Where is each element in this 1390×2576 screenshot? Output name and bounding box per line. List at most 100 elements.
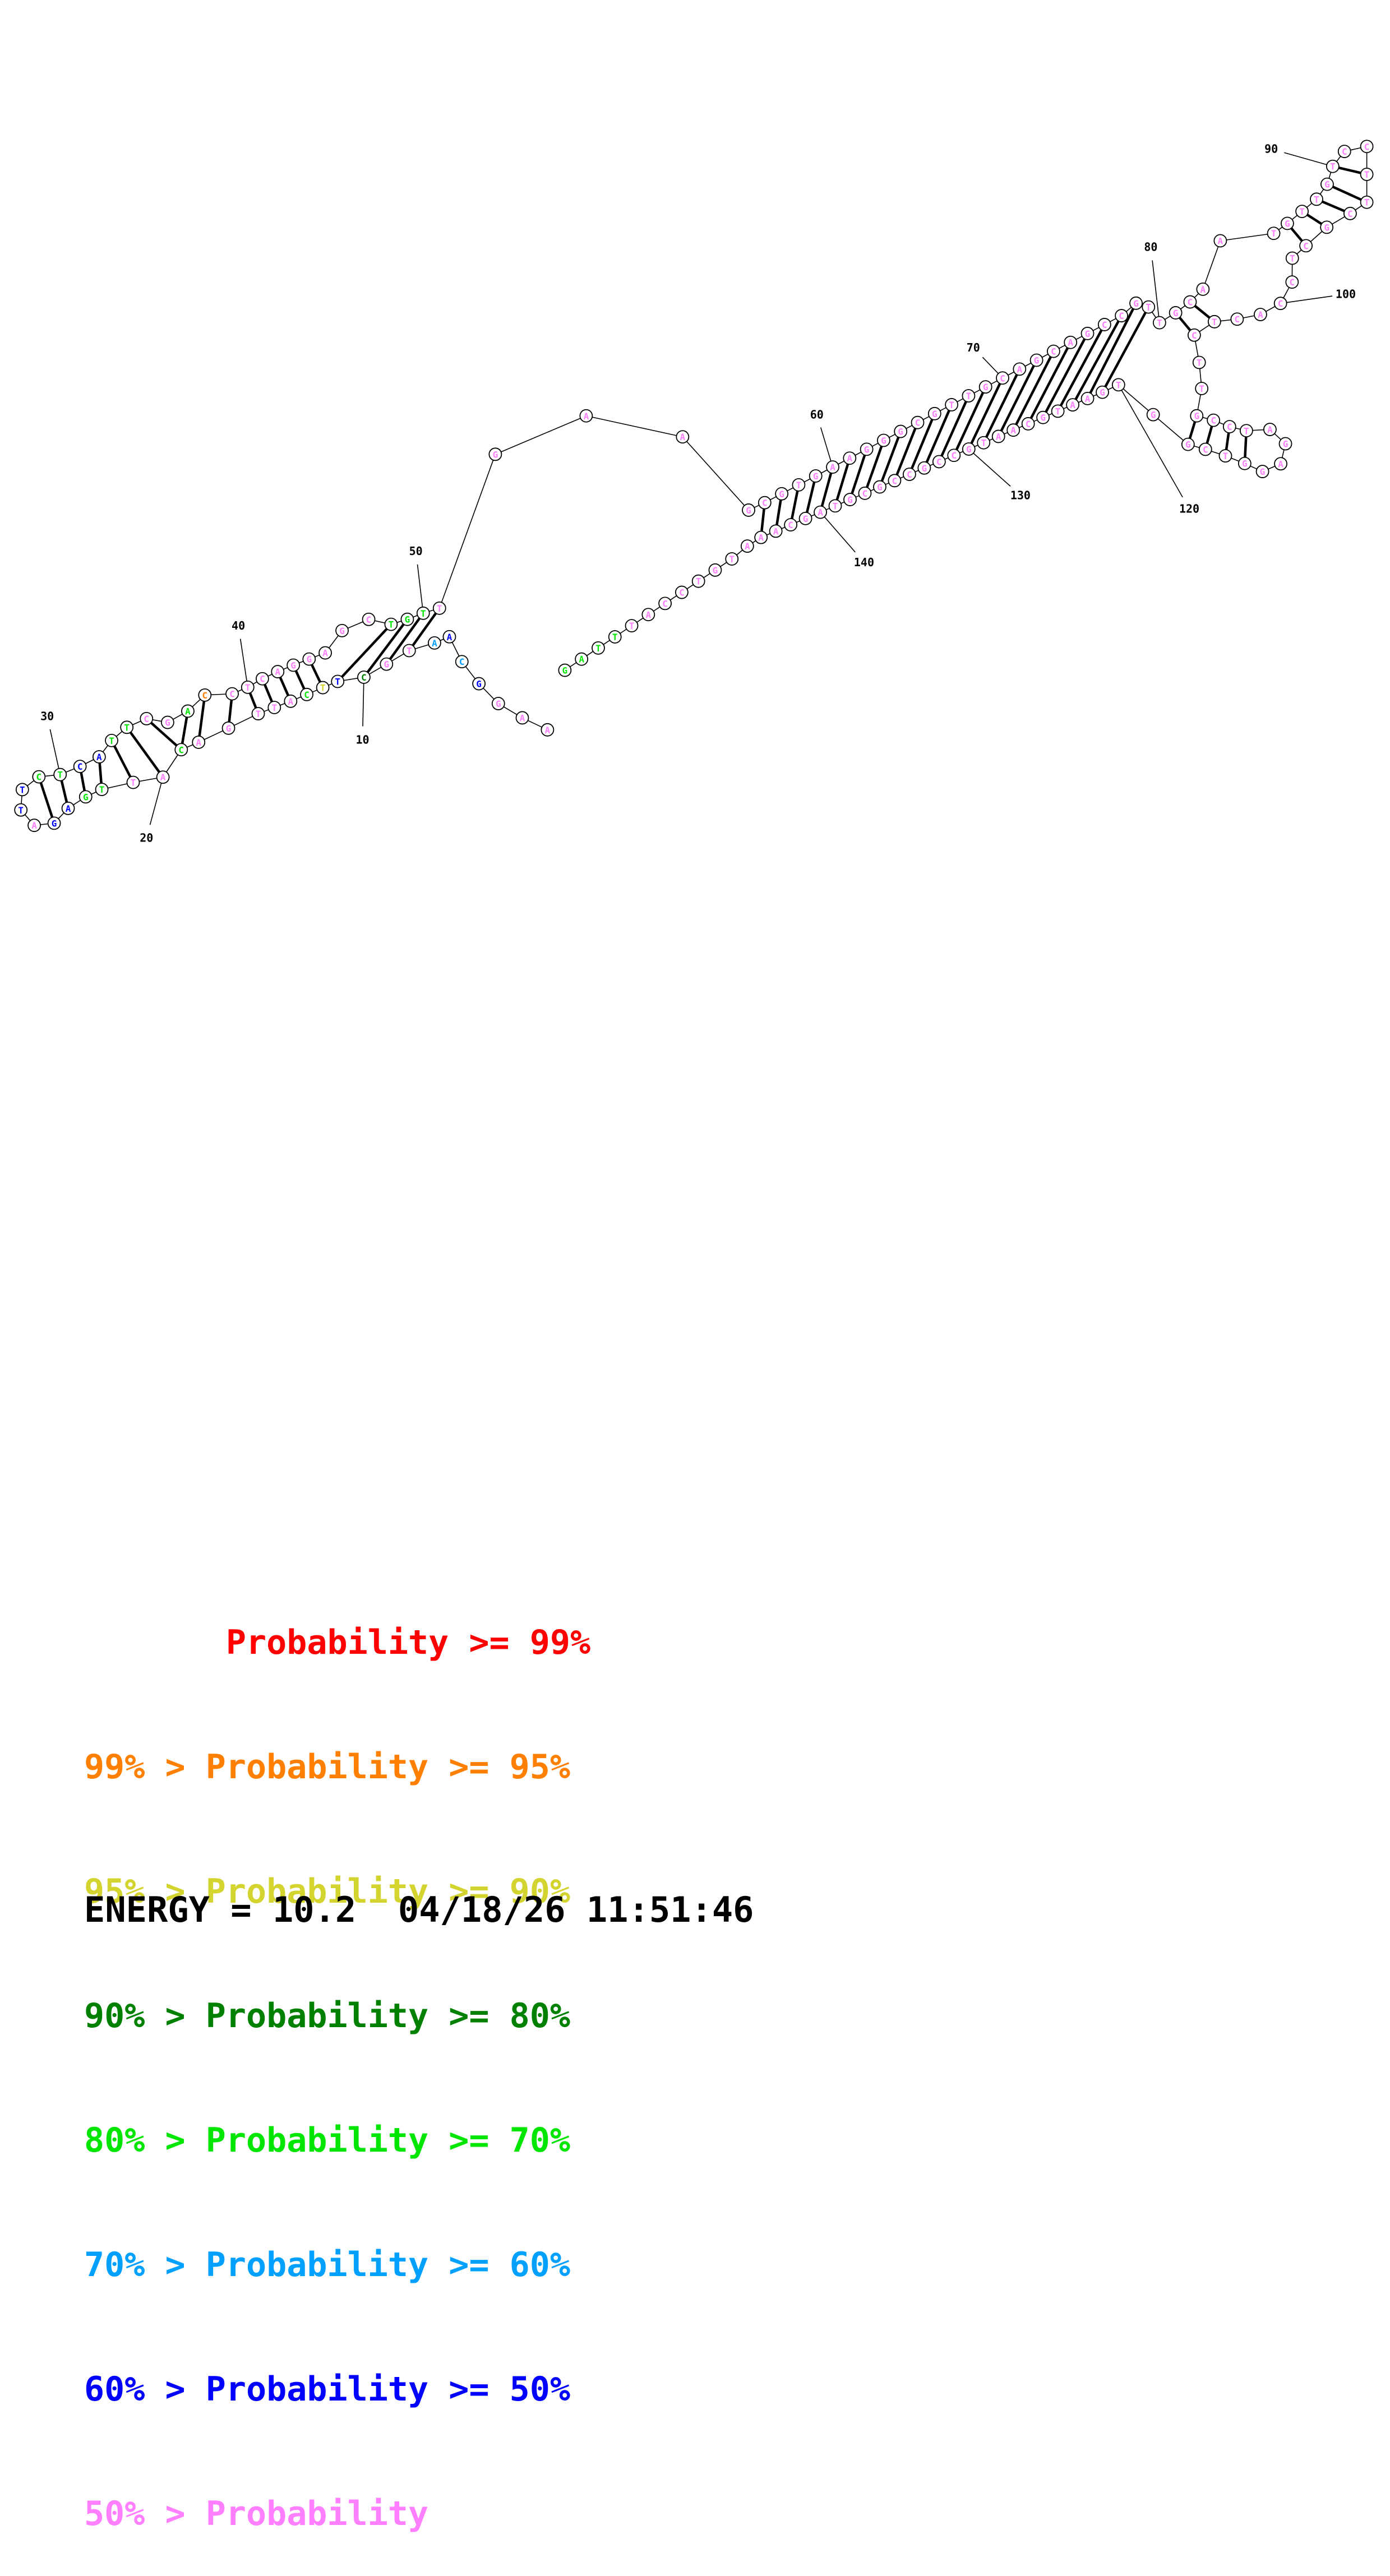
nucleotide-letter: G bbox=[165, 718, 170, 728]
nucleotide-letter: C bbox=[862, 488, 868, 499]
nucleotide-letter: T bbox=[1314, 194, 1319, 205]
position-label: 70 bbox=[967, 341, 980, 354]
nucleotide: T bbox=[331, 675, 344, 687]
nucleotide-letter: T bbox=[57, 770, 63, 780]
position-label: 120 bbox=[1179, 502, 1199, 516]
nucleotide-letter: A bbox=[584, 411, 589, 422]
nucleotide: G bbox=[844, 493, 856, 506]
nucleotide-letter: C bbox=[915, 418, 921, 428]
nucleotide-letter: C bbox=[1235, 314, 1240, 325]
nucleotide-letter: C bbox=[679, 588, 685, 598]
nucleotide: C bbox=[198, 689, 211, 701]
nucleotide-letter: C bbox=[36, 772, 42, 783]
nucleotide: C bbox=[888, 474, 901, 487]
base-pair-bond bbox=[39, 777, 54, 824]
backbone-segment bbox=[1220, 233, 1273, 241]
nucleotide-letter: T bbox=[271, 702, 277, 713]
nucleotide: A bbox=[1254, 308, 1267, 321]
nucleotide: T bbox=[1240, 424, 1253, 437]
nucleotide-letter: T bbox=[245, 682, 251, 693]
nucleotide-letter: A bbox=[1085, 394, 1091, 404]
nucleotide: T bbox=[417, 607, 430, 619]
nucleotide: T bbox=[1208, 316, 1221, 328]
base-pair-bond bbox=[1088, 303, 1137, 399]
nucleotide: T bbox=[726, 553, 738, 565]
nucleotide: T bbox=[962, 390, 975, 402]
nucleotide-letter: C bbox=[229, 689, 235, 700]
nucleotide-letter: T bbox=[124, 722, 130, 733]
nucleotide: T bbox=[1112, 378, 1125, 391]
nucleotide: A bbox=[755, 531, 767, 544]
nucleotide: T bbox=[54, 769, 66, 781]
nucleotide-letter: G bbox=[983, 382, 989, 392]
nucleotide: G bbox=[48, 817, 61, 829]
nucleotide-letter: G bbox=[813, 471, 819, 482]
nucleotide-letter: A bbox=[96, 752, 102, 762]
nucleotide: C bbox=[858, 487, 871, 500]
nucleotide: G bbox=[1037, 411, 1049, 424]
nucleotide-letter: A bbox=[66, 803, 71, 814]
nucleotide: A bbox=[1066, 399, 1079, 411]
nucleotide-letter: A bbox=[758, 533, 764, 543]
base-pair-bond bbox=[198, 695, 205, 742]
nucleotide: T bbox=[1142, 301, 1155, 313]
nucleotide-letter: A bbox=[830, 462, 835, 473]
nucleotide: T bbox=[829, 500, 842, 512]
nucleotide-letter: G bbox=[562, 665, 568, 676]
backbone-segment bbox=[1153, 415, 1188, 445]
nucleotide-letter: C bbox=[936, 457, 942, 468]
nucleotide-letter: A bbox=[185, 706, 191, 716]
nucleotide: C bbox=[358, 671, 370, 683]
nucleotide: C bbox=[33, 771, 45, 783]
base-pair-bond bbox=[127, 727, 163, 777]
backbone-segment bbox=[682, 437, 749, 510]
nucleotide: A bbox=[192, 736, 205, 748]
nucleotide: G bbox=[492, 697, 505, 710]
tick-line bbox=[50, 729, 60, 775]
nucleotide-letter: G bbox=[384, 659, 389, 670]
nucleotide: G bbox=[861, 443, 873, 455]
nucleotide-letter: A bbox=[1010, 425, 1016, 436]
nucleotide-letter: T bbox=[1146, 302, 1151, 313]
nucleotide: T bbox=[121, 721, 133, 733]
nucleotide-letter: C bbox=[1051, 346, 1056, 357]
nucleotide: G bbox=[929, 408, 941, 420]
nucleotide: T bbox=[1310, 193, 1323, 205]
nucleotide: A bbox=[541, 724, 553, 736]
nucleotide-letter: G bbox=[339, 626, 345, 636]
nucleotide-letter: G bbox=[1173, 308, 1179, 318]
nucleotide: C bbox=[1344, 207, 1356, 220]
nucleotide: C bbox=[1338, 145, 1351, 158]
nucleotide-letter: G bbox=[1185, 440, 1191, 450]
nucleotide: G bbox=[380, 658, 392, 670]
nucleotide-letter: A bbox=[196, 737, 201, 748]
position-label: 100 bbox=[1336, 288, 1356, 301]
nucleotide-letter: G bbox=[966, 444, 972, 455]
nucleotide: A bbox=[1064, 336, 1077, 349]
nucleotide-letter: C bbox=[1303, 241, 1309, 251]
nucleotide-letter: C bbox=[178, 744, 184, 755]
nucleotide-letter: T bbox=[833, 501, 838, 511]
nucleotide-letter: T bbox=[966, 391, 972, 401]
nucleotide-letter: G bbox=[1260, 466, 1266, 477]
nucleotide: G bbox=[489, 448, 501, 460]
nucleotide: C bbox=[226, 688, 238, 700]
nucleotide: C bbox=[301, 688, 313, 701]
nucleotide-letter: A bbox=[1258, 309, 1263, 320]
nucleotide-letter: C bbox=[202, 690, 207, 701]
nucleotide: T bbox=[1327, 160, 1339, 173]
nucleotide-letter: T bbox=[1199, 383, 1204, 394]
nucleotide-letter: A bbox=[160, 772, 166, 783]
legend-row-p70: 80% > Probability >= 70% bbox=[84, 2120, 590, 2161]
nucleotide: G bbox=[963, 443, 975, 455]
nucleotide-letter: C bbox=[77, 761, 83, 772]
nucleotide-letter: A bbox=[579, 654, 584, 665]
nucleotide: T bbox=[626, 619, 638, 632]
nucleotide-letter: T bbox=[109, 736, 114, 746]
nucleotide-letter: C bbox=[366, 614, 372, 625]
nucleotide: G bbox=[800, 512, 812, 525]
nucleotide: A bbox=[28, 819, 40, 831]
nucleotide-letter: C bbox=[1347, 209, 1353, 219]
